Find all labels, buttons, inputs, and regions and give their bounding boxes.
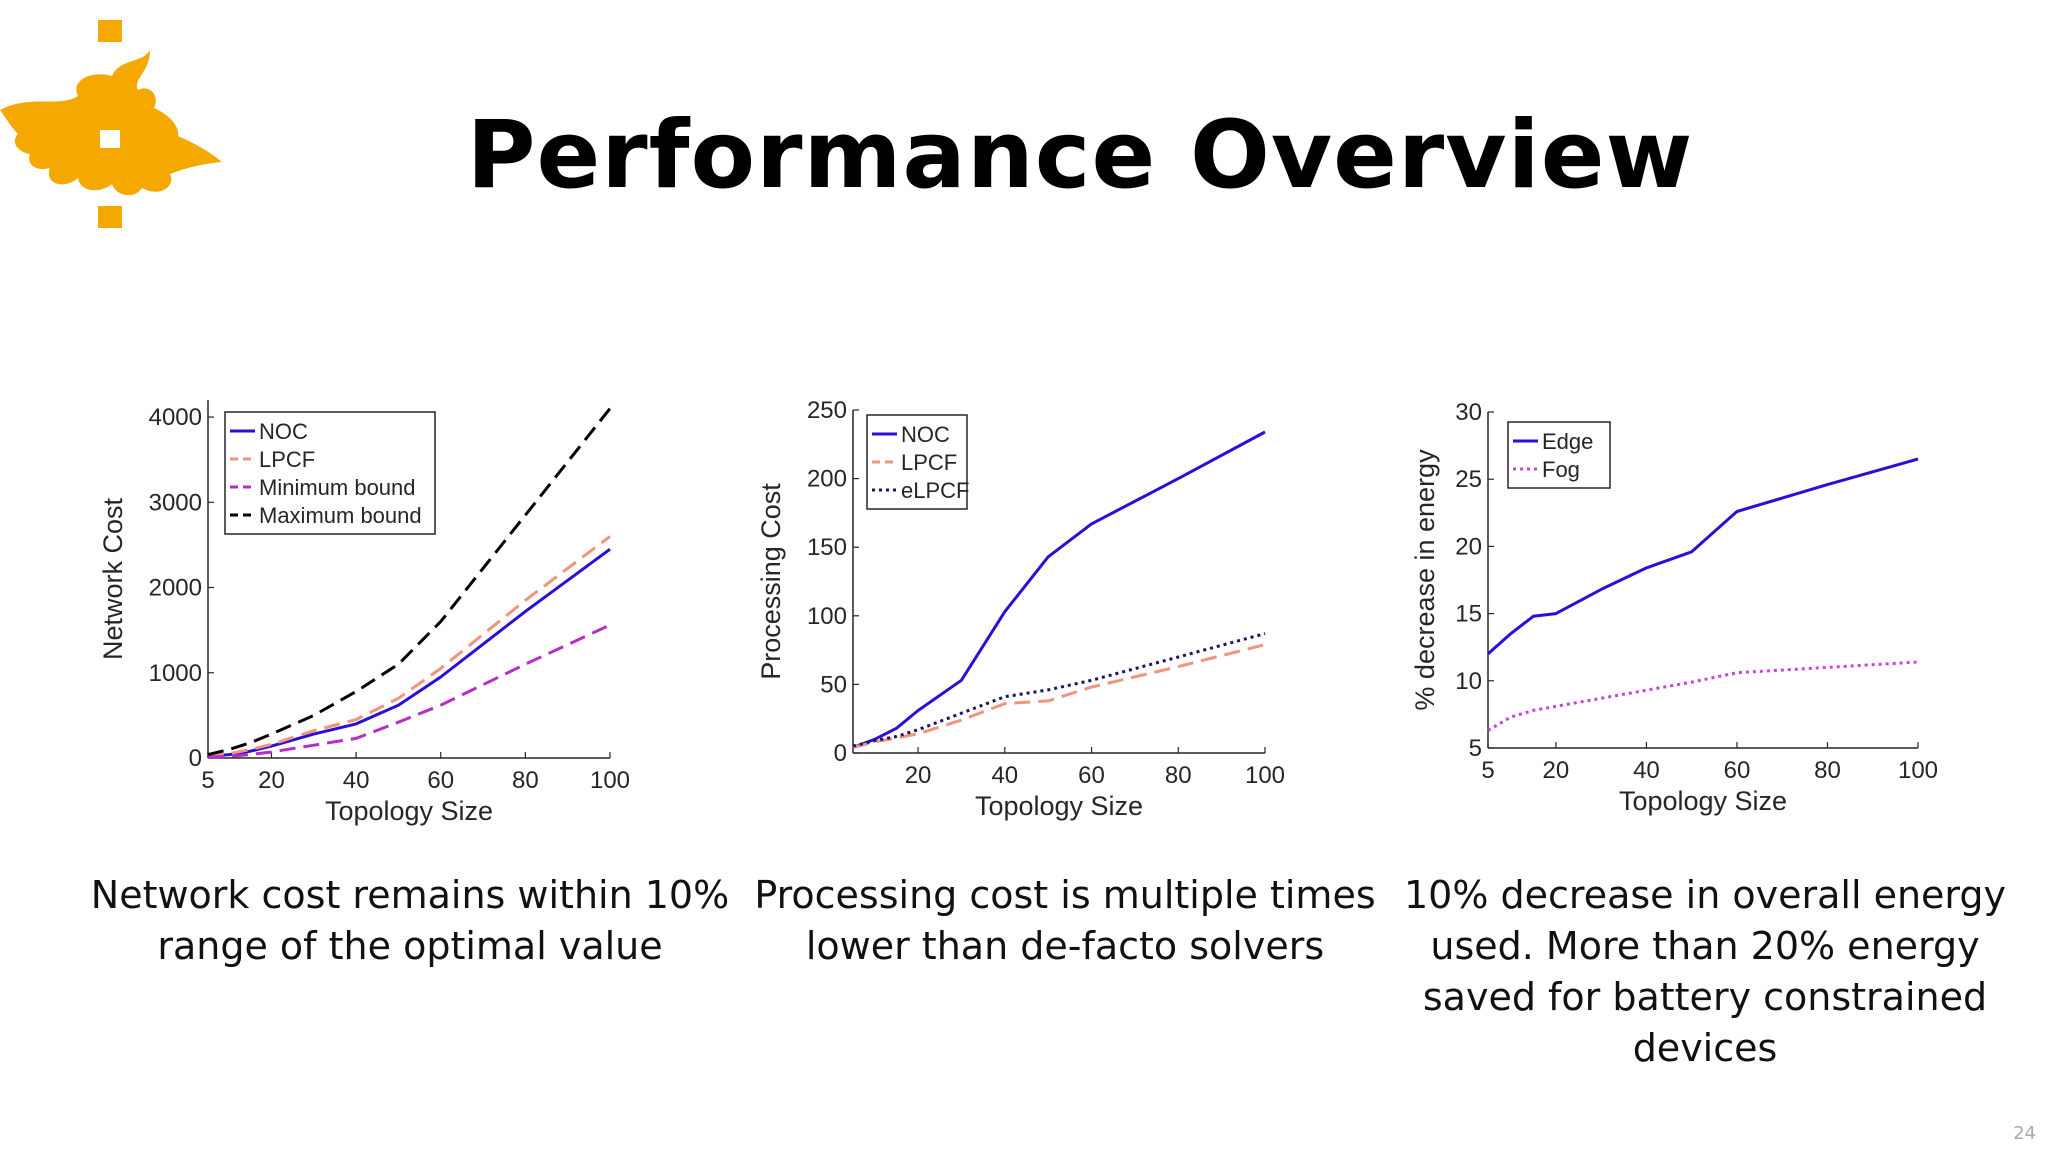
legend-label: NOC: [901, 422, 950, 447]
y-tick-label: 100: [807, 603, 847, 630]
series-line-minimum-bound: [207, 623, 611, 759]
y-tick-label: 0: [834, 740, 847, 767]
x-tick-label: 40: [1633, 757, 1660, 784]
y-tick-label: 5: [1469, 735, 1482, 762]
y-tick-label: 3000: [149, 489, 202, 516]
y-tick-label: 2000: [149, 575, 202, 602]
legend-box: [224, 411, 436, 535]
y-tick-label: 150: [807, 534, 847, 561]
y-tick-label: 4000: [149, 404, 202, 431]
legend-label: LPCF: [259, 447, 315, 472]
x-axis-label: Topology Size: [1619, 786, 1787, 816]
x-tick-label: 100: [1245, 762, 1285, 789]
x-tick-label: 40: [991, 762, 1018, 789]
x-tick-label: 20: [258, 767, 285, 794]
energy-decrease-chart: 5 20 40 60 80 100 5 10 15 20 25 30 Topology Size % de…: [1410, 399, 1938, 816]
legend-label: Fog: [1542, 457, 1580, 482]
x-tick-label: 5: [201, 767, 214, 794]
x-axis-label: Topology Size: [975, 791, 1143, 821]
x-tick-label: 60: [427, 767, 454, 794]
processing-cost-chart: 20 40 60 80 100 0 50 100 150 200 250 Topology Size P…: [756, 397, 1285, 821]
caption-energy-decrease: 10% decrease in overall energy used. Mor…: [1404, 873, 2006, 1070]
y-axis-label: Processing Cost: [756, 483, 786, 680]
series-line-noc: [852, 430, 1266, 749]
legend-label: eLPCF: [901, 478, 969, 503]
caption-network-cost: Network cost remains within 10% range of…: [90, 873, 730, 968]
x-tick-label: 60: [1724, 757, 1751, 784]
series-line-fog: [1487, 660, 1919, 732]
series-line-elpcf: [852, 632, 1266, 748]
legend-label: Maximum bound: [259, 503, 422, 528]
y-tick-label: 250: [807, 397, 847, 424]
legend-label: Minimum bound: [259, 475, 416, 500]
slide-title: Performance Overview: [466, 101, 1694, 210]
x-tick-label: 80: [512, 767, 539, 794]
series-line-maximum-bound: [207, 407, 612, 757]
legend-label: Edge: [1542, 429, 1593, 454]
x-tick-label: 80: [1165, 762, 1192, 789]
x-tick-label: 100: [590, 767, 630, 794]
x-tick-label: 80: [1814, 757, 1841, 784]
y-axis-label: Network Cost: [98, 497, 128, 660]
series-line-edge: [1487, 457, 1919, 656]
y-tick-label: 200: [807, 466, 847, 493]
y-tick-label: 25: [1455, 466, 1482, 493]
x-tick-label: 40: [343, 767, 370, 794]
x-axis-label: Topology Size: [325, 796, 493, 826]
x-tick-label: 20: [905, 762, 932, 789]
y-tick-label: 20: [1455, 533, 1482, 560]
y-tick-label: 30: [1455, 399, 1482, 426]
x-tick-label: 100: [1898, 757, 1938, 784]
y-tick-label: 1000: [149, 660, 202, 687]
caption-processing-cost: Processing cost is multiple times lower …: [754, 873, 1376, 968]
legend-box: [866, 414, 968, 510]
legend-box: [1507, 421, 1611, 489]
y-tick-label: 0: [189, 745, 202, 772]
y-tick-label: 15: [1455, 601, 1482, 628]
page-number: 24: [2013, 1123, 2036, 1144]
y-tick-label: 50: [820, 671, 847, 698]
y-tick-label: 10: [1455, 668, 1482, 695]
series-line-lpcf: [852, 643, 1266, 749]
x-tick-label: 5: [1481, 757, 1494, 784]
series-line-lpcf: [207, 535, 611, 758]
y-axis-label: % decrease in energy: [1410, 449, 1440, 711]
x-tick-label: 60: [1078, 762, 1105, 789]
university-flame-logo-icon: [0, 20, 222, 228]
x-tick-label: 20: [1543, 757, 1570, 784]
legend-label: NOC: [259, 419, 308, 444]
legend-label: LPCF: [901, 450, 957, 475]
